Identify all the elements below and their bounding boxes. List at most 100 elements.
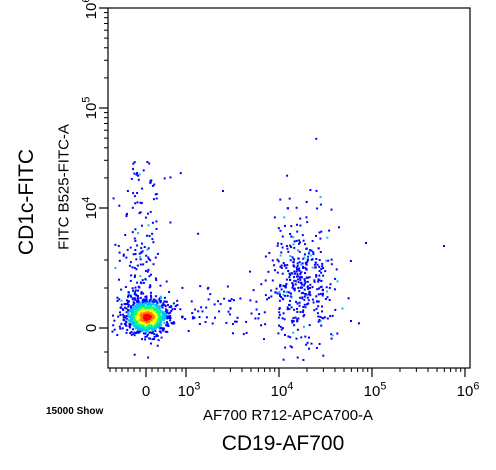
event-dot [122, 313, 124, 316]
event-dot [338, 226, 340, 229]
event-dot [302, 309, 305, 312]
event-dot [299, 311, 302, 313]
event-dot [148, 162, 151, 165]
event-dot [277, 332, 280, 335]
event-dot [130, 333, 133, 336]
event-dot [132, 162, 135, 165]
event-dot [161, 329, 164, 332]
event-dot [275, 287, 278, 290]
event-dot [146, 325, 149, 328]
event-dot [319, 320, 322, 323]
y-tick-label: 106 [80, 0, 100, 19]
event-dot [268, 296, 270, 299]
event-dot [306, 221, 309, 224]
event-dot [260, 283, 263, 286]
event-dot [155, 279, 158, 281]
event-dot [130, 306, 132, 309]
event-dot [151, 319, 154, 322]
event-dot [314, 261, 317, 264]
event-dot [322, 274, 325, 277]
event-dot [146, 311, 149, 314]
event-dot [151, 331, 154, 334]
event-dot [124, 234, 127, 236]
event-dot [302, 267, 305, 269]
event-dot [299, 271, 302, 274]
event-dot [300, 286, 303, 289]
event-dot [181, 315, 184, 318]
event-dot [164, 312, 167, 314]
event-dot [302, 239, 305, 242]
event-dots [111, 137, 445, 361]
event-dot [194, 308, 197, 311]
event-dot [128, 315, 131, 318]
event-dot [229, 307, 232, 310]
event-dot [263, 338, 265, 341]
event-dot [305, 276, 308, 279]
event-dot [127, 295, 129, 298]
event-dot [141, 242, 143, 245]
event-dot [325, 286, 328, 289]
event-dot [152, 315, 154, 318]
event-dot [130, 324, 133, 327]
event-dot [292, 320, 295, 323]
y-tick-label-group: 106 [80, 0, 100, 19]
event-dot [293, 287, 296, 290]
event-dot [159, 327, 162, 330]
event-dot [123, 323, 126, 325]
event-dot [153, 338, 156, 340]
event-dot [140, 312, 143, 315]
event-dot [291, 282, 294, 285]
event-dot [148, 317, 151, 320]
event-dot [142, 169, 145, 172]
event-dot [130, 319, 133, 322]
event-dot [136, 192, 139, 194]
event-dot [143, 308, 145, 311]
event-dot [296, 302, 299, 305]
event-dot [176, 299, 179, 302]
event-dot [335, 268, 338, 271]
event-dot [153, 301, 156, 304]
event-dot [282, 284, 285, 287]
event-dot [149, 324, 152, 327]
event-dot [135, 173, 138, 176]
event-dot [170, 322, 173, 324]
event-dot [145, 260, 148, 263]
event-dot [307, 302, 310, 305]
event-dot [141, 309, 144, 312]
event-dot [252, 289, 255, 292]
event-dot [159, 301, 162, 304]
event-dot [118, 204, 121, 207]
event-dot [271, 259, 274, 262]
event-dot [167, 317, 170, 319]
event-dot [154, 307, 157, 310]
event-dot [179, 172, 182, 175]
event-dot [159, 284, 162, 287]
event-dot [137, 311, 140, 314]
event-dot [144, 311, 147, 314]
event-dot [141, 338, 143, 341]
event-dot [303, 303, 306, 306]
event-dot [281, 272, 284, 275]
event-dot [217, 300, 219, 303]
event-dot [293, 270, 296, 273]
event-dot [122, 254, 125, 257]
event-dot [327, 259, 330, 262]
event-dot [148, 305, 151, 308]
y-tick-label-group: 104 [80, 197, 100, 220]
event-dot [290, 296, 293, 299]
event-dot [164, 330, 167, 333]
event-dot [318, 343, 321, 345]
event-dot [133, 353, 136, 356]
event-dot [280, 328, 283, 331]
event-dot [133, 331, 136, 334]
event-dot [154, 193, 157, 196]
event-dot [313, 280, 316, 283]
event-dot [143, 327, 146, 329]
event-dot [151, 232, 154, 235]
event-dot [300, 336, 303, 339]
event-dot [128, 264, 131, 267]
event-dot [197, 232, 200, 235]
event-dot [321, 288, 324, 291]
event-dot [299, 273, 302, 276]
event-dot [286, 308, 289, 311]
